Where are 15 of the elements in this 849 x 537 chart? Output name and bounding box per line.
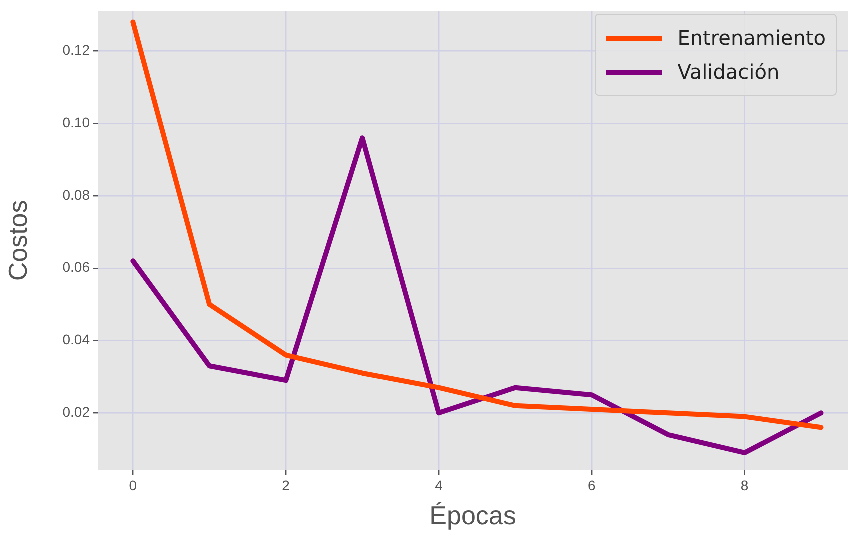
- x-tick-label: 4: [435, 477, 444, 494]
- x-tick-label: 0: [129, 477, 138, 494]
- y-tick-label: 0.04: [62, 332, 90, 348]
- y-tick-label: 0.06: [62, 259, 90, 276]
- x-tick-label: 2: [282, 477, 290, 494]
- y-tick-label: 0.02: [62, 404, 90, 420]
- y-axis-title: Costos: [2, 200, 33, 282]
- y-tick-label: 0.10: [62, 114, 90, 130]
- y-tick-label: 0.08: [62, 186, 90, 203]
- y-tick-label: 0.12: [62, 42, 90, 58]
- x-tick-label: 6: [588, 477, 596, 494]
- legend-label: Entrenamiento: [678, 26, 826, 50]
- x-tick-label: 8: [740, 477, 749, 494]
- x-axis-title: Épocas: [430, 500, 516, 531]
- legend-label: Validación: [678, 60, 780, 84]
